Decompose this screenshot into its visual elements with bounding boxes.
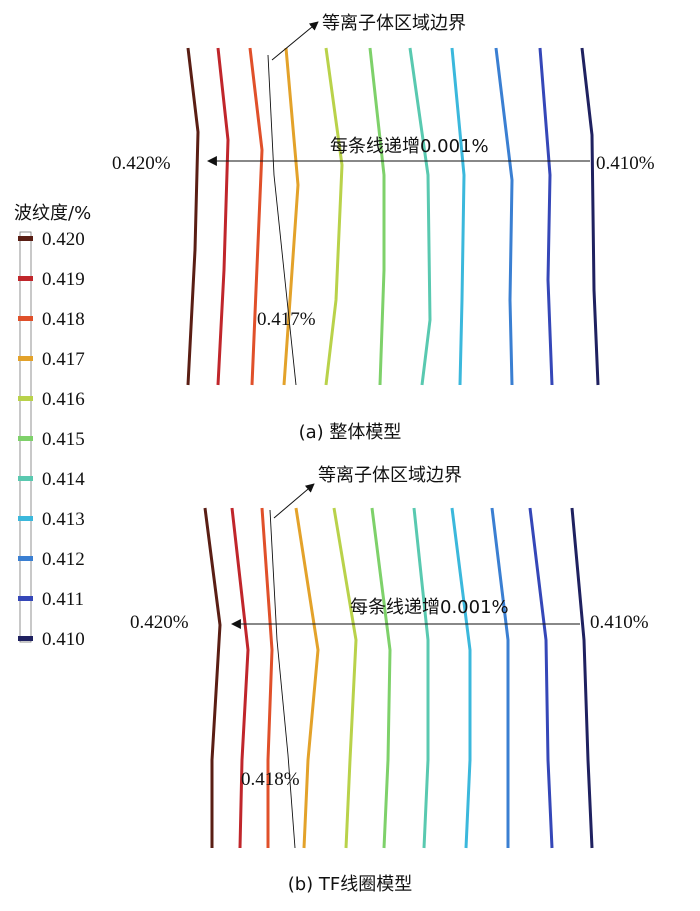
- right-value-a: 0.410%: [596, 153, 655, 174]
- contour-line-0-417-b: [294, 507, 320, 849]
- caption-b: (b) TF线圈模型: [288, 874, 413, 895]
- contour-line-0-418-a: [248, 47, 264, 386]
- contour-line-0-415-a: [368, 47, 386, 386]
- contour-line-0-419-b: [230, 507, 250, 849]
- legend-swatch: [18, 236, 33, 241]
- legend-label: 0.412: [42, 549, 85, 570]
- contour-lines-b: [203, 507, 594, 849]
- marker-value-a: 0.417%: [257, 309, 316, 330]
- legend: 波纹度/% 0.420 0.419 0.418 0.417 0.416 0.415 0.41…: [14, 203, 91, 650]
- legend-label: 0.414: [42, 469, 85, 490]
- boundary-pointer-arrow-a: [271, 21, 319, 61]
- legend-swatch: [18, 516, 33, 521]
- legend-swatch: [18, 396, 33, 401]
- increment-label-b: 每条线递增0.001%: [350, 597, 509, 618]
- legend-label: 0.419: [42, 269, 85, 290]
- legend-label: 0.413: [42, 509, 85, 530]
- boundary-label-a: 等离子体区域边界: [322, 13, 466, 34]
- contour-line-0-417-a: [282, 47, 300, 386]
- increment-label-a: 每条线递增0.001%: [330, 136, 489, 157]
- plasma-boundary-line-a: [267, 54, 297, 386]
- panel-b: 等离子体区域边界 每条线递增0.001% 0.420% 0.410% 0.418…: [130, 465, 649, 895]
- contour-line-0-411-a: [538, 47, 554, 386]
- plasma-boundary-line-b: [269, 509, 296, 849]
- legend-label: 0.416: [42, 389, 85, 410]
- marker-value-b: 0.418%: [241, 769, 300, 790]
- legend-swatch: [18, 636, 33, 641]
- legend-label: 0.410: [42, 629, 85, 650]
- right-value-b: 0.410%: [590, 612, 649, 633]
- contour-line-0-420-a: [186, 47, 200, 386]
- contour-line-0-414-a: [408, 47, 432, 386]
- contour-line-0-412-a: [494, 47, 514, 386]
- legend-items: 0.420 0.419 0.418 0.417 0.416 0.415 0.414 0.413…: [18, 229, 85, 650]
- legend-swatch: [18, 276, 33, 281]
- left-value-b: 0.420%: [130, 612, 189, 633]
- legend-label: 0.420: [42, 229, 85, 250]
- contour-line-0-413-a: [450, 47, 466, 386]
- legend-swatch: [18, 436, 33, 441]
- contour-line-0-410-a: [580, 47, 600, 386]
- contour-line-0-418-b: [260, 507, 274, 848]
- boundary-pointer-arrow-b: [273, 483, 315, 519]
- contour-line-0-414-b: [412, 507, 430, 849]
- legend-swatch: [18, 316, 33, 321]
- contour-line-0-419-a: [216, 47, 230, 386]
- boundary-label-b: 等离子体区域边界: [318, 465, 462, 486]
- contour-line-0-411-b: [528, 507, 554, 849]
- legend-swatch: [18, 476, 33, 481]
- contour-line-0-415-b: [370, 507, 392, 849]
- legend-label: 0.415: [42, 429, 85, 450]
- caption-a: (a) 整体模型: [299, 422, 402, 443]
- contour-line-0-410-b: [570, 507, 594, 849]
- left-value-a: 0.420%: [112, 153, 171, 174]
- legend-label: 0.418: [42, 309, 85, 330]
- legend-swatch: [18, 356, 33, 361]
- legend-label: 0.411: [42, 589, 84, 610]
- contour-line-0-416-a: [324, 47, 344, 386]
- contour-line-0-412-b: [490, 507, 510, 848]
- contour-line-0-420-b: [203, 507, 222, 848]
- contour-line-0-416-b: [332, 507, 358, 849]
- contour-line-0-413-b: [450, 507, 472, 849]
- legend-label: 0.417: [42, 349, 85, 370]
- legend-swatch: [18, 556, 33, 561]
- panel-a: 等离子体区域边界 每条线递增0.001% 0.420% 0.410% 0.417…: [112, 13, 655, 443]
- legend-swatch: [18, 596, 33, 601]
- legend-title: 波纹度/%: [14, 203, 91, 224]
- contour-lines-a: [186, 47, 600, 386]
